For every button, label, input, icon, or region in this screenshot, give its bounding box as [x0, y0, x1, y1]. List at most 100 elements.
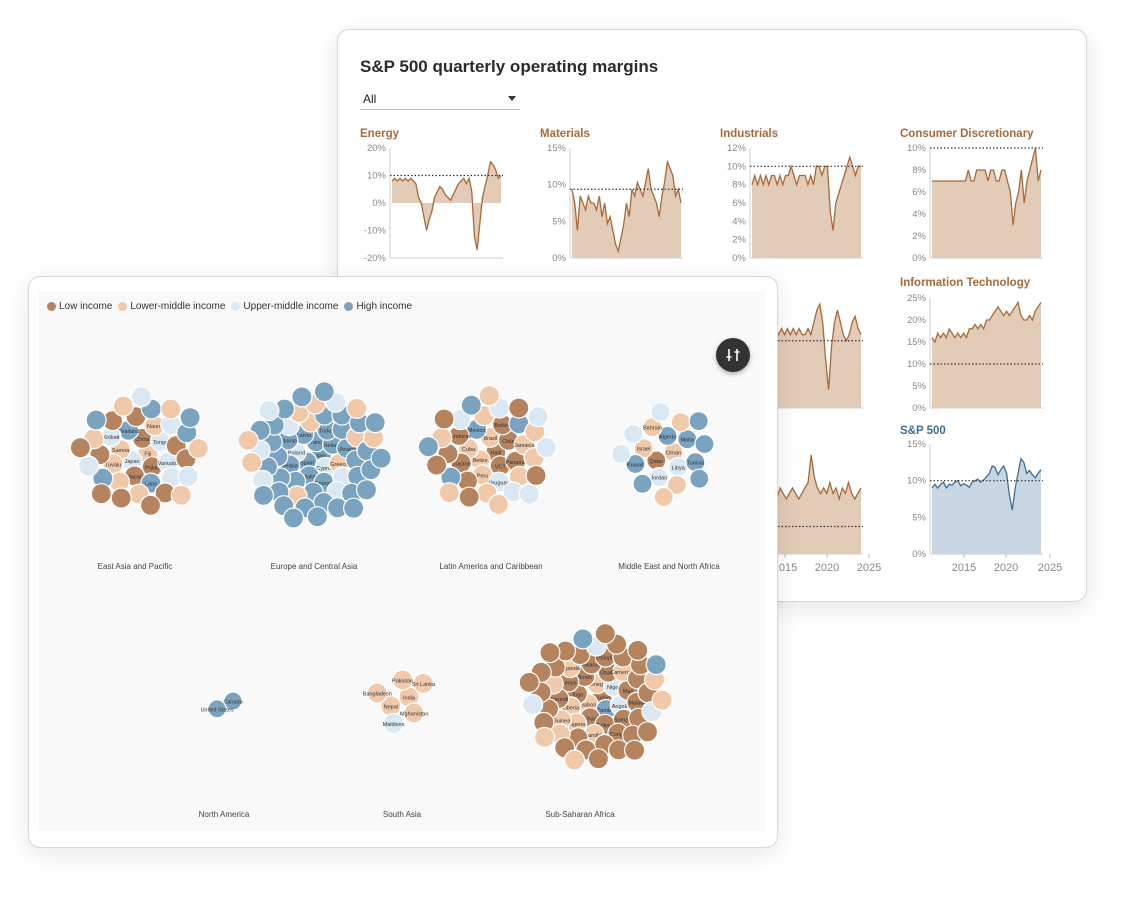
country-label: United States	[201, 707, 234, 713]
country-label: Bangladesh	[363, 692, 392, 698]
region-label: Latin America and Caribbean	[439, 562, 542, 571]
y-tick-label: 15%	[547, 143, 567, 154]
x-tick-label: 2025	[857, 562, 881, 574]
y-tick-label: 25%	[907, 293, 927, 304]
country-bubble	[355, 479, 378, 501]
sector-title: Information Technology	[900, 277, 1031, 289]
sector-filter-dropdown[interactable]: All	[360, 89, 520, 110]
country-label: Macau	[126, 474, 143, 480]
y-tick-label: 0%	[372, 198, 386, 209]
country-label: Namibia	[584, 733, 605, 739]
country-bubble	[179, 407, 201, 429]
country-label: India	[403, 696, 416, 702]
country-label: Nepal	[384, 704, 398, 710]
country-label: Niger	[607, 685, 620, 691]
x-tick-label: 2015	[773, 562, 797, 574]
country-label: Belize	[473, 458, 488, 464]
legend-swatch	[231, 302, 241, 311]
series-area	[392, 161, 501, 250]
country-bubble	[343, 497, 365, 519]
country-label: Cameroon	[610, 670, 636, 676]
y-tick-label: 2%	[912, 231, 926, 242]
region-label: South Asia	[383, 810, 422, 819]
country-label: Thailand	[118, 429, 139, 435]
country-label: Bolivia	[494, 423, 511, 429]
country-label: Samoa	[112, 448, 130, 454]
y-tick-label: 0%	[732, 253, 746, 264]
region-label: Sub-Saharan Africa	[545, 810, 615, 819]
legend-item-low: Low income	[47, 301, 112, 312]
country-label: Angola	[612, 704, 630, 710]
country-label: Israel	[637, 447, 650, 453]
country-bubble	[160, 398, 182, 420]
settings-sliders-button[interactable]	[716, 338, 750, 372]
y-tick-label: 10%	[547, 180, 567, 191]
country-bubble	[237, 429, 259, 451]
sector-title: S&P 500	[900, 425, 946, 437]
country-label: France	[308, 440, 325, 446]
sliders-icon	[726, 349, 740, 361]
sector-title: Industrials	[720, 128, 778, 140]
country-bubble	[653, 486, 674, 508]
x-tick-label: 2025	[1038, 562, 1062, 574]
country-label: Rwanda	[581, 663, 602, 669]
country-bubble	[587, 748, 610, 770]
country-label: VCT	[495, 464, 507, 470]
country-label: Latvia	[296, 433, 312, 439]
country-label: Bahrain	[643, 426, 662, 432]
sector-title: Energy	[360, 128, 400, 140]
y-tick-label: 20%	[907, 315, 927, 326]
country-bubble	[170, 484, 192, 506]
country-bubble	[535, 436, 558, 459]
country-bubble	[610, 443, 632, 464]
country-label: Tunisia	[687, 461, 705, 467]
country-label: Burundi	[549, 697, 568, 703]
y-tick-label: 10%	[907, 476, 927, 487]
country-label: Tonga	[153, 440, 169, 446]
country-label: Liberia	[562, 705, 579, 711]
country-label: Ireland	[324, 443, 341, 449]
country-label: Peru	[477, 473, 489, 479]
country-bubble	[313, 380, 335, 403]
country-label: Guinea	[553, 718, 572, 724]
country-bubble	[291, 386, 313, 408]
country-label: Brazil	[484, 436, 498, 442]
country-bubble	[346, 397, 368, 419]
sector-panel: 15% 10% 5% 0% S&P 500 2015 2020 2025	[900, 425, 1062, 574]
y-tick-label: 8%	[732, 180, 746, 191]
country-bubble	[666, 474, 688, 496]
y-tick-label: 0%	[912, 253, 926, 264]
country-bubble	[90, 483, 112, 505]
y-tick-label: -10%	[364, 226, 387, 237]
country-label: Mali	[623, 689, 633, 695]
sector-panel: 10% 8% 6% 4% 2% 0% Consumer Discretionary	[900, 128, 1043, 264]
income-legend: Low income Lower-middle income Upper-mid…	[47, 301, 414, 312]
country-label: Jamaica	[514, 443, 535, 449]
country-label: Ukraine	[337, 447, 356, 453]
region-label: Middle East and North Africa	[618, 562, 720, 571]
y-tick-label: 15%	[907, 337, 927, 348]
country-label: Sri Lanka	[412, 682, 436, 688]
series-line	[571, 159, 682, 254]
country-label: Spain	[300, 461, 314, 467]
country-bubble	[632, 473, 653, 494]
country-bubble	[85, 409, 107, 431]
country-bubble	[187, 437, 209, 460]
country-label: Jordan	[650, 476, 667, 482]
country-bubble	[417, 436, 439, 458]
country-bubble	[130, 386, 152, 408]
country-label: Chad	[584, 716, 597, 722]
country-bubble	[645, 654, 667, 676]
x-tick-label: 2020	[994, 562, 1018, 574]
legend-item-lower-middle: Lower-middle income	[118, 301, 225, 312]
country-bubble	[112, 395, 134, 417]
country-bubble	[223, 691, 243, 711]
country-label: Kenya	[561, 681, 578, 687]
country-label: Qatar	[649, 459, 663, 465]
country-bubble	[623, 739, 646, 761]
country-bubble	[77, 455, 100, 477]
country-label: Oman	[666, 451, 681, 457]
country-label: Georgia	[314, 481, 335, 487]
x-tick-label: 2020	[815, 562, 839, 574]
